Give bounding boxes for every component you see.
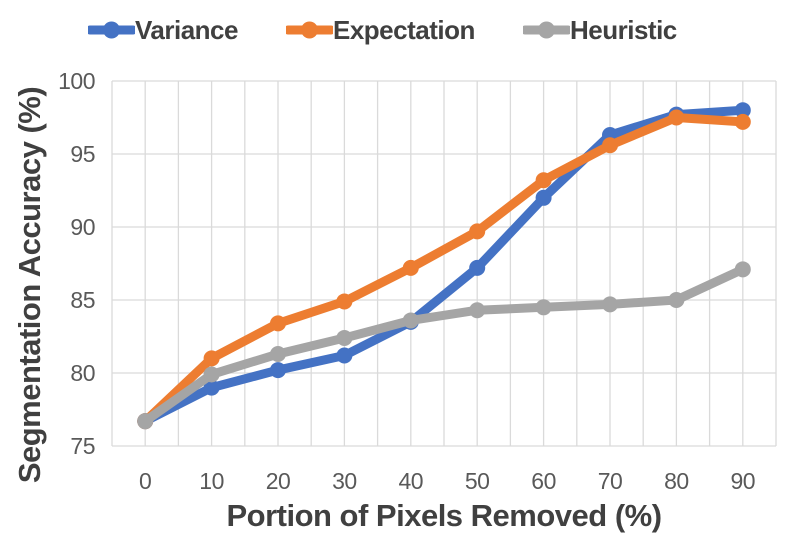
data-point-expectation-10 — [203, 350, 220, 367]
x-tick-label-20: 20 — [265, 468, 291, 494]
y-tick-label-95: 95 — [70, 141, 95, 167]
legend-label: Variance — [135, 14, 238, 45]
legend-marker-variance-icon — [88, 21, 135, 39]
data-point-heuristic-50 — [469, 302, 486, 319]
series-line-heuristic — [140, 264, 748, 426]
data-point-heuristic-40 — [402, 312, 419, 329]
x-tick-label-0: 0 — [139, 468, 152, 494]
data-point-variance-90 — [734, 102, 751, 119]
data-point-heuristic-30 — [336, 329, 353, 346]
data-point-variance-10 — [203, 379, 220, 396]
x-tick-label-50: 50 — [464, 468, 490, 494]
data-point-heuristic-10 — [203, 366, 220, 383]
legend-marker-expectation-icon — [286, 21, 333, 39]
data-point-variance-30 — [336, 347, 353, 364]
data-point-heuristic-0 — [137, 413, 154, 430]
data-point-heuristic-90 — [734, 261, 751, 278]
series-line-variance — [140, 105, 748, 426]
y-tick-label-75: 75 — [70, 433, 95, 459]
data-point-expectation-80 — [668, 109, 685, 126]
data-point-expectation-50 — [469, 223, 486, 240]
y-tick-label-90: 90 — [70, 214, 95, 240]
y-axis-title: Segmentation Accuracy (%) — [12, 86, 47, 484]
legend-marker-heuristic-icon — [523, 21, 570, 39]
series-heuristic — [137, 261, 751, 430]
legend-label: Heuristic — [570, 14, 677, 45]
y-tick-label-100: 100 — [58, 68, 95, 94]
y-tick-label-80: 80 — [70, 360, 95, 386]
data-point-heuristic-20 — [270, 346, 286, 363]
x-tick-label-40: 40 — [398, 468, 424, 494]
legend-label: Expectation — [333, 14, 475, 45]
data-point-heuristic-60 — [535, 299, 552, 316]
data-point-variance-60 — [535, 189, 552, 206]
x-tick-label-30: 30 — [332, 468, 357, 494]
legend-item-heuristic[interactable]: Heuristic — [523, 10, 677, 50]
data-point-expectation-70 — [602, 137, 618, 154]
x-tick-label-90: 90 — [730, 468, 756, 494]
data-point-expectation-20 — [270, 315, 286, 332]
x-tick-label-10: 10 — [199, 468, 224, 494]
x-tick-label-70: 70 — [597, 468, 623, 494]
x-tick-label-80: 80 — [664, 468, 689, 494]
series-line-expectation — [140, 113, 748, 426]
data-point-variance-20 — [270, 362, 286, 379]
x-tick-label-60: 60 — [531, 468, 556, 494]
data-point-expectation-90 — [734, 113, 751, 130]
legend-item-expectation[interactable]: Expectation — [286, 10, 475, 50]
data-point-variance-50 — [469, 259, 486, 276]
data-point-expectation-30 — [336, 293, 353, 310]
legend-item-variance[interactable]: Variance — [88, 10, 238, 50]
data-point-heuristic-80 — [668, 292, 685, 308]
x-axis-title: Portion of Pixels Removed (%) — [226, 498, 662, 533]
y-tick-label-85: 85 — [70, 287, 95, 313]
data-point-expectation-40 — [402, 259, 419, 276]
data-point-expectation-60 — [535, 172, 552, 189]
data-point-heuristic-70 — [602, 296, 618, 313]
